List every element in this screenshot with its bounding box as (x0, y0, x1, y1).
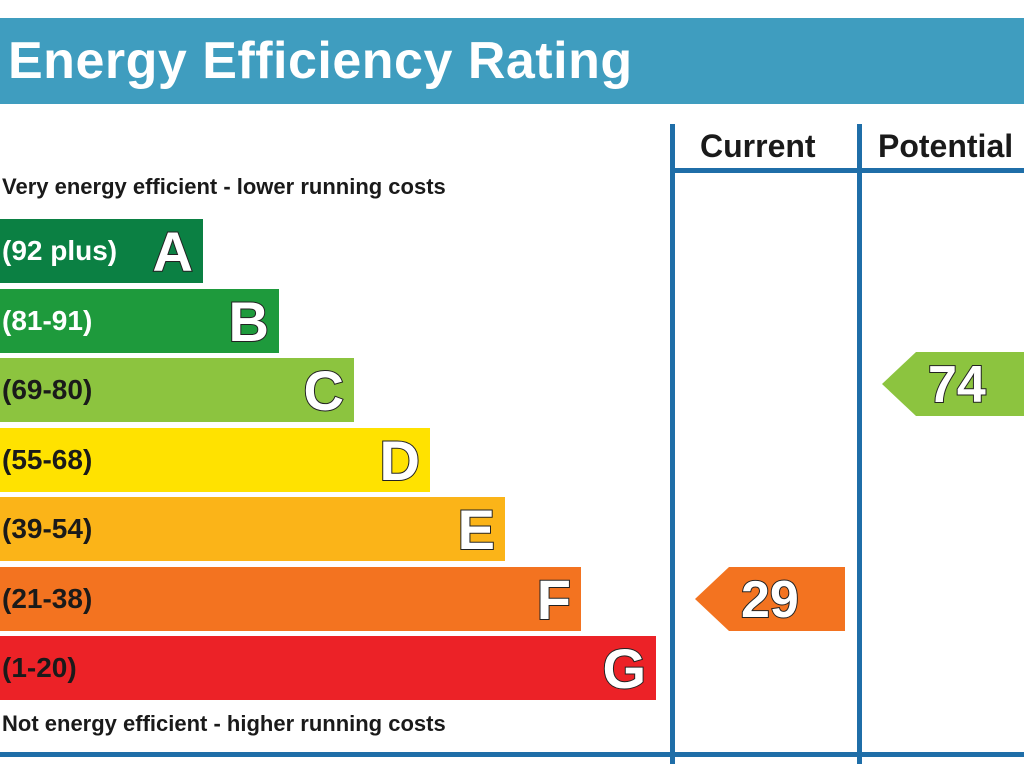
band-d-range: (55-68) (2, 444, 93, 475)
band-g: (1-20) G (0, 636, 656, 701)
current-rating-marker: 29 (695, 567, 845, 631)
chart-title: Energy Efficiency Rating (8, 32, 633, 90)
band-g-letter: G (601, 636, 647, 701)
title-bar (0, 18, 1024, 104)
band-f: (21-38) F (0, 567, 581, 632)
band-a: (92 plus) A (0, 219, 203, 284)
band-c: (69-80) C (0, 358, 354, 423)
band-a-letter: A (152, 219, 194, 284)
potential-rating-value: 74 (927, 355, 987, 415)
current-arrow-shape (695, 567, 845, 631)
bottom-note: Not energy efficient - higher running co… (2, 711, 446, 736)
band-f-letter: F (536, 567, 572, 632)
band-d: (55-68) D (0, 428, 430, 493)
band-e-range: (39-54) (2, 513, 93, 544)
potential-rating-marker: 74 (882, 352, 1024, 416)
band-e: (39-54) E (0, 497, 505, 562)
band-d-letter: D (379, 428, 421, 493)
top-note: Very energy efficient - lower running co… (2, 174, 446, 199)
current-rating-value: 29 (740, 570, 800, 630)
potential-arrow-shape (882, 352, 1024, 416)
band-g-range: (1-20) (2, 652, 77, 683)
column-header-current: Current (700, 128, 816, 164)
column-divider-middle (857, 124, 862, 764)
band-a-range: (92 plus) (2, 235, 118, 266)
band-f-range: (21-38) (2, 583, 93, 614)
column-header-potential: Potential (878, 128, 1014, 164)
bottom-border (0, 752, 1024, 757)
band-c-range: (69-80) (2, 374, 93, 405)
header-underline (670, 168, 1024, 173)
band-b: (81-91) B (0, 289, 279, 354)
band-b-letter: B (228, 289, 270, 354)
band-b-range: (81-91) (2, 305, 93, 336)
band-e-letter: E (457, 497, 496, 562)
column-divider-left (670, 124, 675, 764)
band-c-letter: C (303, 358, 345, 423)
